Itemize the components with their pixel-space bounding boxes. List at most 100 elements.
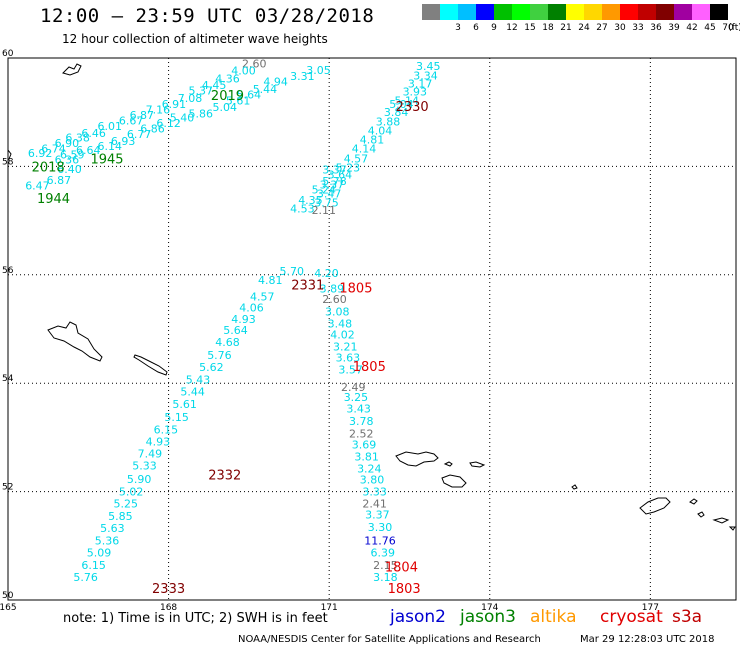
- coastline-aleutian-5: [571, 484, 578, 490]
- wave-height-label: 3.18: [373, 571, 398, 584]
- legend-swatch: [674, 4, 692, 20]
- wave-height-label: 3.93: [403, 86, 428, 99]
- lon-label: 165: [0, 603, 17, 613]
- legend-swatch: [566, 4, 584, 20]
- wave-height-label: 3.75: [314, 197, 339, 210]
- wave-height-label: 5.09: [87, 546, 112, 559]
- wave-height-label: 6.90: [55, 137, 80, 150]
- pass-time-label: 2019: [211, 89, 244, 104]
- wave-height-label: 3.63: [336, 352, 361, 365]
- coastline-st-matthew: [47, 321, 103, 362]
- legend-label: 9: [491, 23, 497, 33]
- legend-swatch: [494, 4, 512, 20]
- wave-height-label: 5.64: [223, 324, 248, 337]
- wave-height-label: 5.44: [253, 83, 278, 96]
- page-title: 12:00 – 23:59 UTC 03/28/2018: [40, 5, 375, 27]
- legend-unit: (ft): [728, 23, 740, 33]
- wave-height-label: 6.86: [140, 122, 165, 135]
- pass-time-labels: 2019 1945 2018 1944 2330 2331 1805 1805 2332 1804…: [32, 89, 429, 597]
- page-subtitle: 12 hour collection of altimeter wave hei…: [62, 32, 328, 46]
- wave-height-label: 6.47: [25, 179, 50, 192]
- pass-time-label: 1805: [353, 360, 386, 375]
- wave-height-label: 6.74: [41, 143, 66, 156]
- lat-label: 50: [2, 591, 14, 601]
- wave-height-label: 5.70: [279, 265, 304, 278]
- lon-label: 171: [321, 603, 338, 613]
- legend-swatch: [638, 4, 656, 20]
- satellite-label-jason2: jason2: [390, 607, 446, 627]
- wave-height-label: 5.15: [164, 411, 189, 424]
- wave-height-label: 6.38: [65, 132, 90, 145]
- legend-swatch: [422, 4, 440, 20]
- wave-height-label: 6.12: [156, 117, 181, 130]
- wave-height-label: 5.85: [108, 510, 133, 523]
- pass-time-label: 2331: [291, 279, 324, 294]
- wave-height-label: 2.49: [341, 381, 366, 394]
- wave-height-label: 6.77: [127, 128, 152, 141]
- wave-height-label: 2.11: [312, 204, 337, 217]
- wave-height-label: 5.44: [180, 385, 205, 398]
- wave-height-label: 6.87: [130, 109, 155, 122]
- lat-label: 52: [2, 483, 13, 493]
- wave-height-label: 4.93: [146, 436, 171, 449]
- coastline-aleutian-4: [441, 474, 467, 488]
- legend-label: 36: [650, 23, 662, 33]
- coastline-layer: [7, 63, 736, 531]
- wave-height-label: 7.08: [178, 92, 203, 105]
- wave-height-label: 5.33: [132, 460, 157, 473]
- wave-height-label: 5.02: [119, 486, 144, 499]
- coastline-island-small: [133, 354, 168, 376]
- legend-swatch: [440, 4, 458, 20]
- wave-height-label: 4.35: [298, 194, 323, 207]
- legend-label: 15: [524, 23, 536, 33]
- wave-height-label: 3.69: [352, 438, 377, 451]
- wave-height-label: 3.37: [320, 178, 345, 191]
- wave-height-label: 3.81: [354, 450, 379, 463]
- satellite-label-s3a: s3a: [672, 607, 703, 627]
- wave-height-label: 2.60: [322, 293, 347, 306]
- lat-label: 60: [2, 49, 14, 59]
- wave-height-label: 5.62: [199, 361, 224, 374]
- pass-time-label: 1804: [385, 560, 418, 575]
- legend-label: 30: [614, 23, 626, 33]
- wave-height-label: 4.94: [263, 75, 288, 88]
- wave-height-label: 4.06: [239, 301, 264, 314]
- wave-height-label: 4.02: [330, 328, 355, 341]
- lat-label: 56: [2, 266, 14, 276]
- wave-height-label: 6.67: [119, 114, 144, 127]
- satellite-label-jason3: jason3: [460, 607, 516, 627]
- wave-height-label: 5.90: [127, 473, 152, 486]
- legend-swatch: [602, 4, 620, 20]
- wave-height-label: 2.52: [349, 428, 374, 441]
- wave-height-label: 4.57: [344, 152, 369, 165]
- pass-time-label: 2332: [208, 468, 241, 483]
- wave-height-label: 3.48: [328, 318, 353, 331]
- legend-label: 18: [542, 23, 554, 33]
- pass-time-label: 2333: [152, 582, 185, 597]
- coastline-aleutian-8: [697, 511, 705, 518]
- wave-height-label: 3.30: [368, 521, 393, 534]
- wave-height-label: 5.86: [188, 107, 213, 120]
- legend-label: 45: [704, 23, 716, 33]
- wave-height-label: 5.61: [172, 398, 197, 411]
- wave-height-label: 5.23: [336, 161, 361, 174]
- coastline-aleutian-2: [443, 461, 453, 467]
- wave-height-label: 7.49: [138, 448, 163, 461]
- wave-height-label: 4.45: [202, 79, 227, 92]
- legend-swatch: [548, 4, 566, 20]
- lat-lon-grid: [7, 57, 737, 601]
- wave-height-label: 6.39: [370, 546, 395, 559]
- wave-height-label: 3.78: [349, 415, 374, 428]
- wave-height-label: 3.37: [365, 508, 390, 521]
- wave-height-label: 3.08: [325, 306, 350, 319]
- wave-height-label: 4.14: [352, 143, 377, 156]
- wave-height-label: 5.61: [226, 94, 251, 107]
- wave-height-label: 2.15: [373, 559, 398, 572]
- lat-label: 58: [2, 157, 14, 167]
- wave-height-label: 3.17: [408, 77, 433, 90]
- wave-height-label: 5.76: [73, 571, 98, 584]
- credit-text: NOAA/NESDIS Center for Satellite Applica…: [238, 634, 541, 645]
- wave-height-label: 5.36: [95, 534, 120, 547]
- wave-height-label: 6.14: [97, 140, 122, 153]
